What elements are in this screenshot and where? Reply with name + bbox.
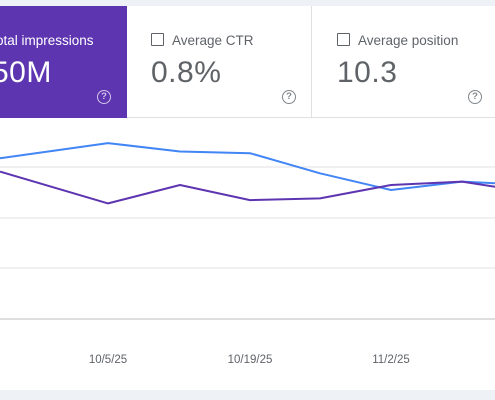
metric-total-impressions[interactable]: otal impressions 50M ? [0, 6, 127, 118]
page-footer-strip [0, 390, 495, 400]
checkbox-icon[interactable] [337, 33, 350, 46]
metric-label: otal impressions [0, 33, 94, 48]
metric-value: 10.3 [337, 56, 398, 89]
performance-card: otal impressions 50M ? Average CTR 0.8% … [0, 6, 495, 390]
help-icon[interactable]: ? [282, 90, 296, 104]
chart-plot [0, 142, 495, 320]
metric-average-position[interactable]: Average position 10.3 ? [312, 6, 495, 118]
metric-label: Average position [358, 33, 459, 48]
x-tick-label: 11/2/25 [372, 354, 410, 366]
metric-average-ctr[interactable]: Average CTR 0.8% ? [127, 6, 312, 118]
metric-label: Average CTR [172, 33, 254, 48]
x-tick-label: 10/5/25 [88, 354, 128, 366]
help-icon[interactable]: ? [97, 90, 111, 104]
checkbox-icon[interactable] [151, 33, 164, 46]
x-tick-label: 10/19/25 [227, 354, 273, 366]
series-layer [0, 142, 495, 205]
series-line-1 [0, 170, 495, 205]
performance-chart: 10/5/25 10/19/25 11/2/25 [0, 118, 495, 390]
metric-value: 0.8% [151, 56, 222, 89]
metric-value: 50M [0, 56, 52, 89]
help-icon[interactable]: ? [468, 90, 482, 104]
